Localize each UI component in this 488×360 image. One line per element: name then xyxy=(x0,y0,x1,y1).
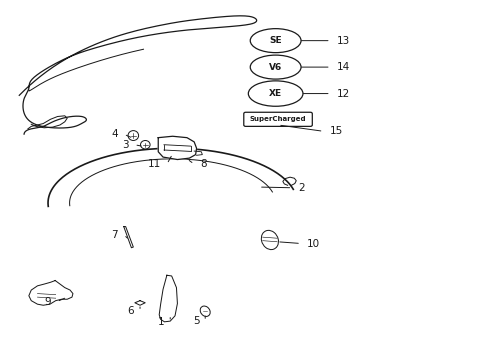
Text: 14: 14 xyxy=(336,62,349,72)
Text: SuperCharged: SuperCharged xyxy=(249,116,305,122)
Text: 1: 1 xyxy=(158,317,164,327)
Text: 10: 10 xyxy=(306,239,319,248)
Polygon shape xyxy=(29,280,73,305)
FancyBboxPatch shape xyxy=(244,112,312,126)
Text: XE: XE xyxy=(268,89,282,98)
Text: 2: 2 xyxy=(298,183,304,193)
Text: 9: 9 xyxy=(44,297,51,307)
Ellipse shape xyxy=(140,140,150,149)
Text: 13: 13 xyxy=(336,36,349,46)
Ellipse shape xyxy=(128,131,138,140)
Ellipse shape xyxy=(200,306,210,316)
Text: 15: 15 xyxy=(328,126,342,136)
Text: SE: SE xyxy=(269,36,282,45)
Text: 12: 12 xyxy=(336,89,349,99)
Ellipse shape xyxy=(250,55,301,79)
Polygon shape xyxy=(123,226,133,248)
Text: 11: 11 xyxy=(147,159,161,169)
Text: 8: 8 xyxy=(200,159,206,169)
Text: 4: 4 xyxy=(111,129,118,139)
Text: 7: 7 xyxy=(111,230,118,240)
Ellipse shape xyxy=(248,81,303,106)
Polygon shape xyxy=(159,275,177,322)
Text: 5: 5 xyxy=(192,316,199,326)
Polygon shape xyxy=(135,301,145,305)
Ellipse shape xyxy=(261,230,278,249)
Text: 3: 3 xyxy=(122,140,128,150)
Text: 6: 6 xyxy=(127,306,134,316)
Text: V6: V6 xyxy=(268,63,282,72)
Ellipse shape xyxy=(250,29,301,53)
Polygon shape xyxy=(158,136,196,159)
